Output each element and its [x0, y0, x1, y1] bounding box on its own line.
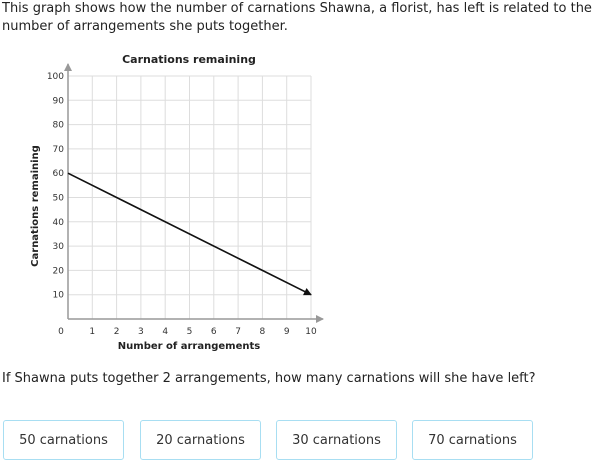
y-tick-label: 100: [47, 72, 64, 82]
y-tick-label: 30: [53, 242, 65, 252]
x-tick-label: 8: [260, 327, 266, 337]
chart-title: Carnations remaining: [122, 53, 256, 66]
y-tick-label: 90: [53, 96, 65, 106]
x-tick-label: 6: [211, 327, 217, 337]
y-tick-label: 10: [53, 291, 65, 301]
x-tick-label: 2: [114, 327, 120, 337]
x-tick-label: 4: [162, 327, 168, 337]
prompt-text: If Shawna puts together 2 arrangements, …: [2, 371, 536, 386]
series-line: [67, 172, 312, 296]
x-tick-label: 1: [89, 327, 95, 337]
question-text: This graph shows how the number of carna…: [2, 1, 592, 34]
x-tick-label: 7: [235, 327, 241, 337]
choice-70-carnations[interactable]: 70 carnations: [412, 420, 533, 460]
chart: Carnations remaining Number of arrangeme…: [30, 53, 324, 352]
y-tick-label: 20: [53, 266, 65, 276]
choice-50-carnations[interactable]: 50 carnations: [3, 420, 124, 460]
x-tick-label: 3: [138, 327, 144, 337]
x-axis-label: Number of arrangements: [118, 341, 260, 352]
y-tick-label: 40: [53, 218, 65, 228]
choice-20-carnations[interactable]: 20 carnations: [140, 420, 261, 460]
x-tick-label: 5: [187, 327, 193, 337]
y-tick-label: 80: [53, 121, 65, 131]
x-tick-label: 10: [305, 327, 317, 337]
y-axis-label: Carnations remaining: [30, 145, 41, 267]
x-tick-label: 0: [58, 327, 64, 337]
y-tick-label: 60: [53, 169, 65, 179]
choice-30-carnations[interactable]: 30 carnations: [276, 420, 397, 460]
x-tick-label: 9: [284, 327, 290, 337]
y-tick-label: 70: [53, 145, 65, 155]
y-tick-label: 50: [53, 194, 65, 204]
